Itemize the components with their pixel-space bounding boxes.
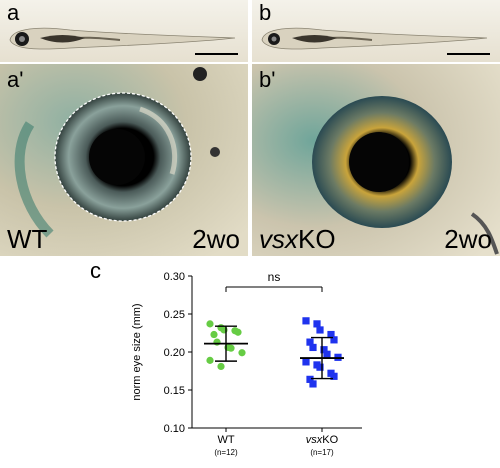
data-point <box>330 372 338 380</box>
data-point <box>306 338 314 346</box>
significance-label: ns <box>268 270 281 284</box>
data-point <box>206 320 214 328</box>
data-point <box>309 380 317 388</box>
data-point <box>316 326 324 334</box>
y-axis-label: norm eye size (mm) <box>131 303 143 400</box>
data-point <box>313 320 321 328</box>
panel-b-prime-eye-image: b' vsxKO 2wo <box>252 64 500 256</box>
data-point <box>316 363 324 371</box>
larva-illustration <box>252 0 500 62</box>
y-tick-label: 0.30 <box>164 271 185 283</box>
panel-label-a-prime: a' <box>7 67 24 92</box>
age-label-b-prime: 2wo <box>444 224 492 254</box>
panel-label-a: a <box>7 0 20 25</box>
data-point <box>330 336 338 344</box>
genotype-label-wt: WT <box>7 224 48 254</box>
age-label-a-prime: 2wo <box>192 224 240 254</box>
y-tick-label: 0.10 <box>164 423 185 435</box>
eye-illustration <box>252 64 500 256</box>
genotype-gene-name: vsx <box>259 224 298 254</box>
panel-label-b: b <box>259 0 272 25</box>
genotype-label-ko: vsxKO <box>259 224 336 255</box>
panel-label-c: c <box>90 258 101 283</box>
data-point <box>323 350 331 358</box>
x-tick-label: vsxKO <box>306 434 339 446</box>
data-point <box>238 349 246 357</box>
y-tick-label: 0.20 <box>164 347 185 359</box>
data-point <box>302 358 310 366</box>
larva-illustration <box>0 0 248 62</box>
panel-b-larva-image: b <box>252 0 500 62</box>
group-n-label: (n=17) <box>310 448 334 457</box>
data-point <box>306 375 314 383</box>
group-n-label: (n=12) <box>214 448 238 457</box>
data-point <box>213 338 221 346</box>
data-point <box>327 330 335 339</box>
y-tick-label: 0.15 <box>164 385 185 397</box>
eye-illustration <box>0 64 248 256</box>
x-tick-label: WT <box>217 434 234 446</box>
eye-size-scatter-chart: 0.10 0.15 0.20 0.25 0.30 norm eye size (mm) ns… <box>131 270 362 457</box>
data-point <box>217 362 225 371</box>
data-point <box>234 328 242 336</box>
data-point <box>227 344 235 352</box>
data-point <box>302 317 310 325</box>
y-tick-label: 0.25 <box>164 309 185 321</box>
panel-a-larva-image: a <box>0 0 248 62</box>
panel-label-b-prime: b' <box>259 67 276 92</box>
panel-a-prime-eye-image: a' WT 2wo <box>0 64 248 256</box>
data-point <box>206 356 214 364</box>
data-point <box>320 346 328 354</box>
genotype-suffix: KO <box>298 224 336 254</box>
data-point <box>309 343 317 352</box>
data-point <box>210 330 218 339</box>
